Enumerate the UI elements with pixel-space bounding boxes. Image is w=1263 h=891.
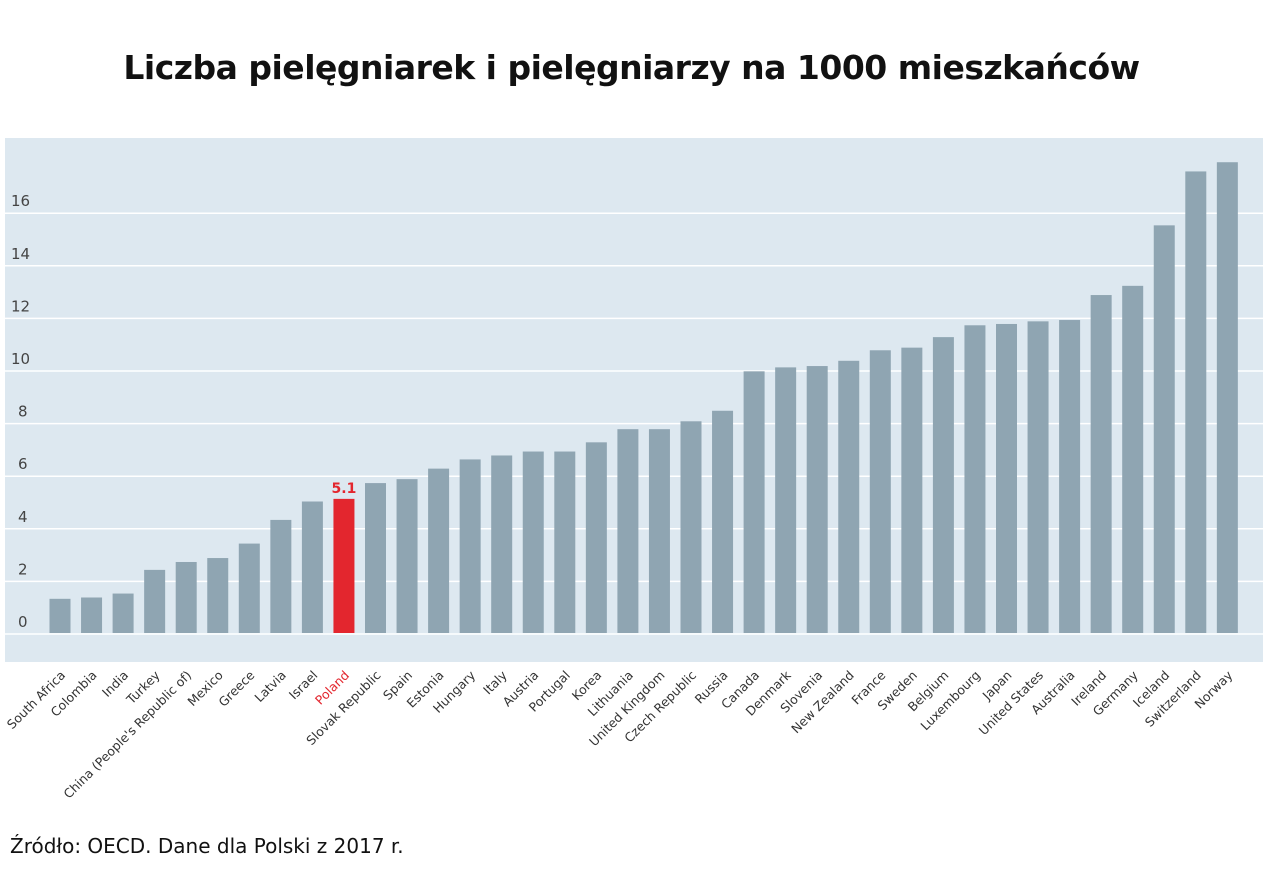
y-tick-label: 14	[11, 245, 30, 263]
bar-greece	[238, 543, 260, 633]
bar-slovak-republic	[365, 483, 386, 633]
y-tick-label: 6	[18, 455, 28, 473]
data-label-poland: 5.1	[332, 481, 357, 497]
bar-united-kingdom	[648, 429, 670, 633]
bar-japan	[996, 323, 1017, 633]
bar-colombia	[81, 597, 103, 633]
bar-china-people-s-republic-of-	[175, 561, 197, 633]
y-tick-label: 12	[11, 297, 30, 315]
bar-spain	[396, 479, 418, 633]
bar-ireland	[1090, 295, 1112, 633]
bar-germany	[1122, 285, 1144, 633]
bar-mexico	[207, 558, 229, 633]
bar-switzerland	[1185, 171, 1207, 633]
x-tick-label: Latvia	[251, 668, 289, 706]
bar-australia	[1059, 320, 1081, 633]
y-tick-label: 0	[18, 613, 28, 631]
bar-luxembourg	[964, 325, 986, 633]
y-tick-label: 16	[11, 192, 30, 210]
bar-estonia	[428, 468, 450, 633]
bar-india	[112, 593, 134, 633]
y-tick-label: 8	[18, 403, 28, 421]
source-note: Źródło: OECD. Dane dla Polski z 2017 r.	[10, 834, 404, 858]
bar-israel	[301, 501, 323, 633]
bar-latvia	[270, 519, 292, 633]
bar-new-zealand	[838, 360, 860, 633]
y-tick-label: 10	[11, 350, 30, 368]
x-tick-label: Greece	[215, 667, 257, 709]
y-tick-label: 4	[18, 508, 28, 526]
bar-turkey	[144, 569, 166, 633]
bar-norway	[1216, 162, 1238, 634]
bar-south-africa	[49, 598, 71, 633]
bar-france	[869, 350, 891, 633]
bar-slovenia	[806, 366, 828, 633]
bar-lithuania	[617, 429, 639, 633]
bar-austria	[522, 451, 544, 633]
bar-iceland	[1153, 225, 1175, 633]
bar-denmark	[775, 367, 797, 633]
y-tick-label: 2	[18, 560, 28, 578]
bar-italy	[491, 455, 513, 633]
bar-belgium	[932, 337, 954, 633]
bar-korea	[585, 442, 607, 633]
bar-sweden	[901, 347, 923, 633]
bar-portugal	[554, 451, 576, 633]
bar-czech-republic	[680, 421, 702, 633]
bar-united-states	[1027, 321, 1049, 633]
bar-hungary	[459, 459, 481, 633]
bar-poland	[333, 498, 355, 633]
bar-canada	[743, 371, 765, 633]
chart-title: Liczba pielęgniarek i pielęgniarzy na 10…	[123, 48, 1140, 87]
bar-russia	[712, 410, 734, 633]
